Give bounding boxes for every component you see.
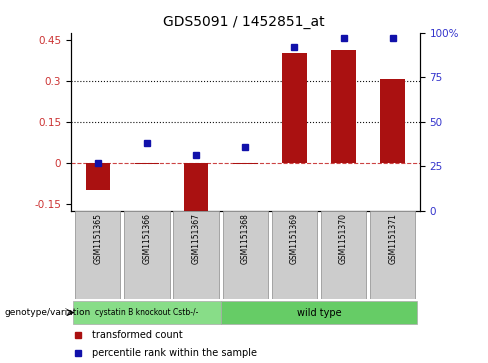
FancyBboxPatch shape (124, 211, 169, 299)
FancyBboxPatch shape (223, 211, 268, 299)
FancyBboxPatch shape (73, 301, 221, 324)
Text: cystatin B knockout Cstb-/-: cystatin B knockout Cstb-/- (95, 308, 199, 317)
Bar (233, 163, 258, 164)
Text: wild type: wild type (297, 307, 341, 318)
Text: percentile rank within the sample: percentile rank within the sample (92, 348, 257, 358)
FancyBboxPatch shape (272, 211, 317, 299)
Text: GSM1151365: GSM1151365 (93, 213, 102, 264)
Bar (331, 50, 356, 163)
Text: GSM1151367: GSM1151367 (192, 213, 201, 264)
Bar (135, 163, 159, 164)
Text: genotype/variation: genotype/variation (5, 308, 91, 317)
Bar (380, 79, 405, 163)
FancyBboxPatch shape (321, 211, 366, 299)
Text: GSM1151369: GSM1151369 (290, 213, 299, 264)
FancyBboxPatch shape (221, 301, 417, 324)
FancyBboxPatch shape (173, 211, 219, 299)
Text: GSM1151371: GSM1151371 (388, 213, 397, 264)
FancyBboxPatch shape (370, 211, 415, 299)
Bar (282, 53, 306, 163)
Bar (85, 163, 110, 190)
Text: GDS5091 / 1452851_at: GDS5091 / 1452851_at (163, 15, 325, 29)
Text: GSM1151370: GSM1151370 (339, 213, 348, 264)
Bar (184, 163, 208, 211)
Text: GSM1151368: GSM1151368 (241, 213, 250, 264)
Text: transformed count: transformed count (92, 330, 183, 340)
Text: GSM1151366: GSM1151366 (142, 213, 151, 264)
FancyBboxPatch shape (75, 211, 121, 299)
